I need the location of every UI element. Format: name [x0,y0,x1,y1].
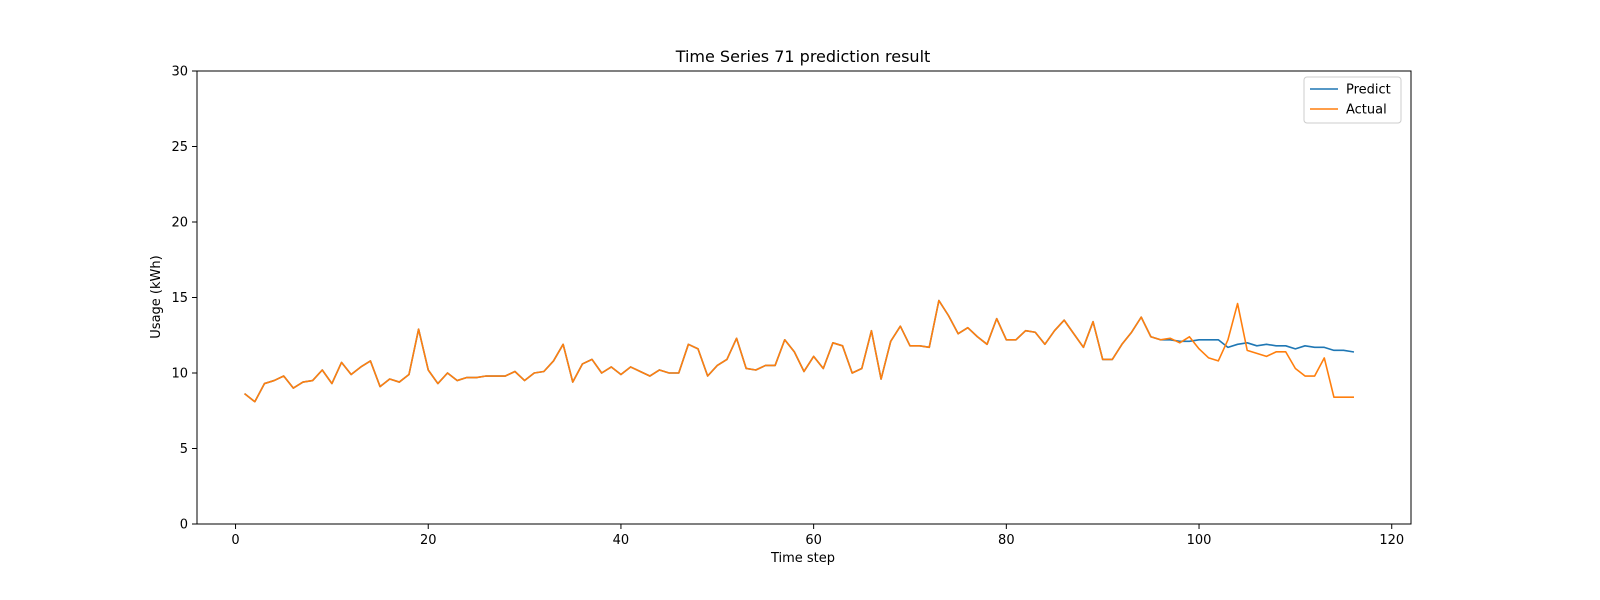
x-tick-label: 40 [613,533,630,548]
x-tick-label: 100 [1187,533,1212,548]
x-tick-label: 0 [231,533,239,548]
series-line-predict [244,299,1355,403]
legend: Predict Actual [1303,76,1402,124]
x-tick-label: 120 [1379,533,1404,548]
y-tick-label: 15 [171,291,188,306]
x-tick-label: 60 [805,533,822,548]
y-axis: 0 5 10 15 20 25 30 [171,65,197,533]
x-tick-label: 80 [998,533,1015,548]
y-tick-label: 30 [171,65,188,80]
y-tick-label: 0 [180,518,188,533]
plot-frame [196,70,1412,525]
x-axis: 0 20 40 60 80 100 120 [231,524,1404,548]
y-axis-label: Usage (kWh) [149,255,164,338]
chart-title: Time Series 71 prediction result [675,47,931,66]
series-line-actual [244,299,1354,403]
x-tick-label: 20 [420,533,437,548]
legend-label-predict: Predict [1346,83,1391,98]
y-tick-label: 5 [180,442,188,457]
y-tick-label: 25 [171,140,188,155]
y-tick-label: 10 [171,367,188,382]
plot-area [196,70,1412,525]
legend-label-actual: Actual [1346,103,1387,118]
y-tick-label: 20 [171,216,188,231]
x-axis-label: Time step [770,551,835,566]
